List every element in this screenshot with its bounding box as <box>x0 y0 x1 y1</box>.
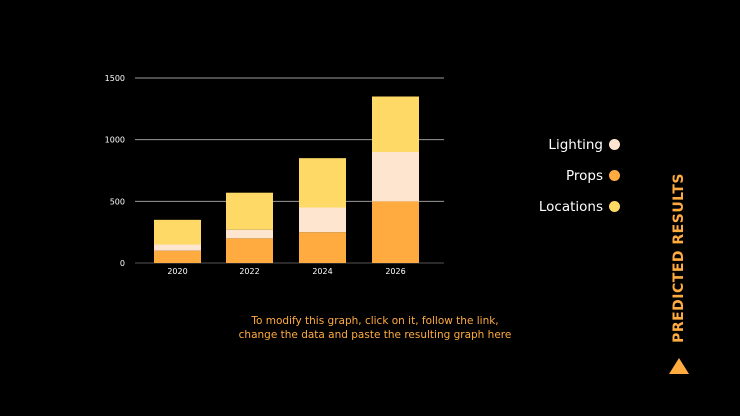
bar-lighting-2020[interactable] <box>154 244 201 251</box>
legend-item-lighting: Lighting <box>500 129 620 160</box>
instruction-note-line-2: change the data and paste the resulting … <box>238 329 512 341</box>
legend-item-locations: Locations <box>500 191 620 222</box>
chart-bars <box>154 96 419 263</box>
bar-lighting-2026[interactable] <box>372 152 419 202</box>
instruction-note-line-1: To modify this graph, click on it, follo… <box>251 315 499 327</box>
y-tick-label-1000: 1000 <box>105 136 125 145</box>
legend-label-locations: Locations <box>538 198 603 215</box>
legend-dot-locations <box>609 201 620 212</box>
instruction-note: To modify this graph, click on it, follo… <box>210 314 540 342</box>
legend-item-props: Props <box>500 160 620 191</box>
y-tick-label-1500: 1500 <box>105 74 125 83</box>
bar-locations-2026[interactable] <box>372 96 419 153</box>
bar-locations-2020[interactable] <box>154 219 201 245</box>
x-tick-label-2022: 2022 <box>239 267 259 276</box>
bar-props-2026[interactable] <box>372 201 419 263</box>
legend-dot-props <box>609 170 620 181</box>
bar-locations-2022[interactable] <box>226 192 273 230</box>
chart-legend: Lighting Props Locations <box>500 129 620 222</box>
y-axis-ticks: 0 500 1000 1500 <box>105 74 125 268</box>
x-tick-label-2024: 2024 <box>312 267 332 276</box>
bar-lighting-2024[interactable] <box>299 207 346 233</box>
side-title: PREDICTED RESULTS <box>671 173 687 343</box>
x-axis-ticks: 2020 2022 2024 2026 <box>167 267 405 276</box>
x-tick-label-2020: 2020 <box>167 267 187 276</box>
bar-props-2020[interactable] <box>154 250 201 263</box>
x-tick-label-2026: 2026 <box>385 267 405 276</box>
bar-props-2022[interactable] <box>226 238 273 263</box>
legend-label-lighting: Lighting <box>548 136 603 153</box>
bar-locations-2024[interactable] <box>299 158 346 208</box>
bar-props-2024[interactable] <box>299 232 346 263</box>
bar-lighting-2022[interactable] <box>226 229 273 239</box>
y-tick-label-0: 0 <box>120 259 125 268</box>
triangle-up-icon <box>669 358 689 374</box>
y-tick-label-500: 500 <box>110 197 125 206</box>
legend-dot-lighting <box>609 139 620 150</box>
legend-label-props: Props <box>565 167 603 184</box>
